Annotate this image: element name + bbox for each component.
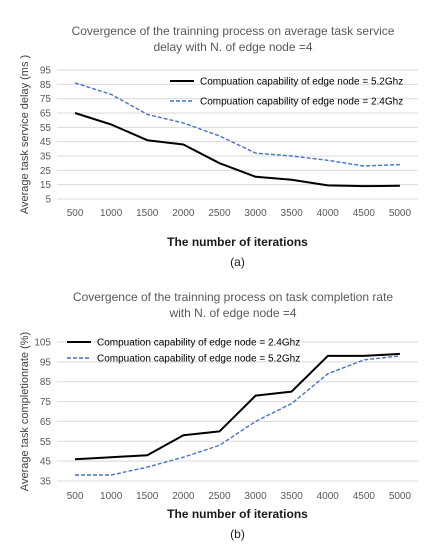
chart-b-x-tick-label: 1000 <box>100 491 123 502</box>
chart-a-subcaption: (a) <box>230 255 245 269</box>
chart-a-y-tick-label: 55 <box>40 123 52 134</box>
chart-a-y-tick-label: 25 <box>40 166 52 177</box>
chart-a-series-1-line <box>74 112 400 188</box>
chart-a-y-axis-label: Average task service delay (ms ) <box>19 55 31 214</box>
chart-a-y-tick-label: 5 <box>45 195 51 206</box>
chart-a-legend-label-1: Compuation capability of edge node = 5.2… <box>200 77 403 88</box>
chart-b-x-tick-label: 3500 <box>281 491 304 502</box>
chart-a-y-tick-label: 65 <box>40 109 52 120</box>
chart-b-x-tick-label: 4000 <box>317 491 340 502</box>
chart-a-x-tick-label: 3500 <box>281 208 304 219</box>
chart-b-x-tick-label: 2500 <box>208 491 231 502</box>
chart-b-x-tick-label: 3000 <box>244 491 267 502</box>
chart-a-y-tick-label: 95 <box>40 66 52 77</box>
chart-b-y-tick-label: 45 <box>40 457 52 468</box>
chart-a-x-axis-label: The number of iterations <box>167 235 308 249</box>
chart-a-y-tick-label: 35 <box>40 152 52 163</box>
chart-b-y-tick-label: 75 <box>40 397 52 408</box>
chart-b-x-tick-label: 2000 <box>172 491 195 502</box>
chart-b-y-tick-label: 105 <box>34 338 51 349</box>
chart-a-x-tick-label: 3000 <box>244 208 267 219</box>
chart-b-x-tick-label: 5000 <box>389 491 412 502</box>
chart-b-x-tick-label: 4500 <box>353 491 376 502</box>
chart-b-y-tick-label: 85 <box>40 377 52 388</box>
chart-b-y-tick-label: 65 <box>40 417 52 428</box>
chart-a-title-line: Covergence of the trainning process on a… <box>72 24 395 38</box>
chart-b-y-axis-label: Average task completionrate (%) <box>19 332 31 491</box>
chart-b-legend-label-1: Compuation capability of edge node = 2.4… <box>97 338 300 349</box>
chart-b-y-tick-label: 55 <box>40 437 52 448</box>
chart-b-series-1-line <box>74 352 400 461</box>
chart-a-x-tick-label: 4500 <box>353 208 376 219</box>
chart-b-x-tick-label: 1500 <box>136 491 159 502</box>
chart-b-series-2-line <box>75 355 400 476</box>
chart-a-legend-label-2: Compuation capability of edge node = 2.4… <box>200 97 403 108</box>
chart-b-legend-label-2: Compuation capability of edge node = 5.2… <box>97 354 300 365</box>
chart-a-y-tick-label: 15 <box>40 180 52 191</box>
chart-b-y-tick-label: 95 <box>40 357 52 368</box>
chart-a-x-tick-label: 2000 <box>172 208 195 219</box>
chart-a-title-line: delay with N. of edge node =4 <box>153 40 312 54</box>
chart-a-x-tick-label: 4000 <box>317 208 340 219</box>
chart-a-y-tick-label: 85 <box>40 80 52 91</box>
chart-b-x-axis-label: The number of iterations <box>167 507 308 521</box>
chart-a-x-tick-label: 5000 <box>389 208 412 219</box>
chart-a-y-tick-label: 75 <box>40 94 52 105</box>
chart-a-series-2-line <box>74 82 400 167</box>
chart-b-y-tick-label: 35 <box>40 477 52 488</box>
chart-a-y-tick-label: 45 <box>40 137 52 148</box>
chart-a-x-tick-label: 500 <box>67 208 84 219</box>
chart-a-x-tick-label: 1000 <box>100 208 123 219</box>
chart-b-title-line: with N. of edge node =4 <box>168 306 296 320</box>
chart-b-title-line: Covergence of the trainning process on t… <box>73 290 394 304</box>
chart-b-x-tick-label: 500 <box>67 491 84 502</box>
chart-b-subcaption: (b) <box>230 527 245 541</box>
chart-a-x-tick-label: 1500 <box>136 208 159 219</box>
chart-a-x-tick-label: 2500 <box>208 208 231 219</box>
